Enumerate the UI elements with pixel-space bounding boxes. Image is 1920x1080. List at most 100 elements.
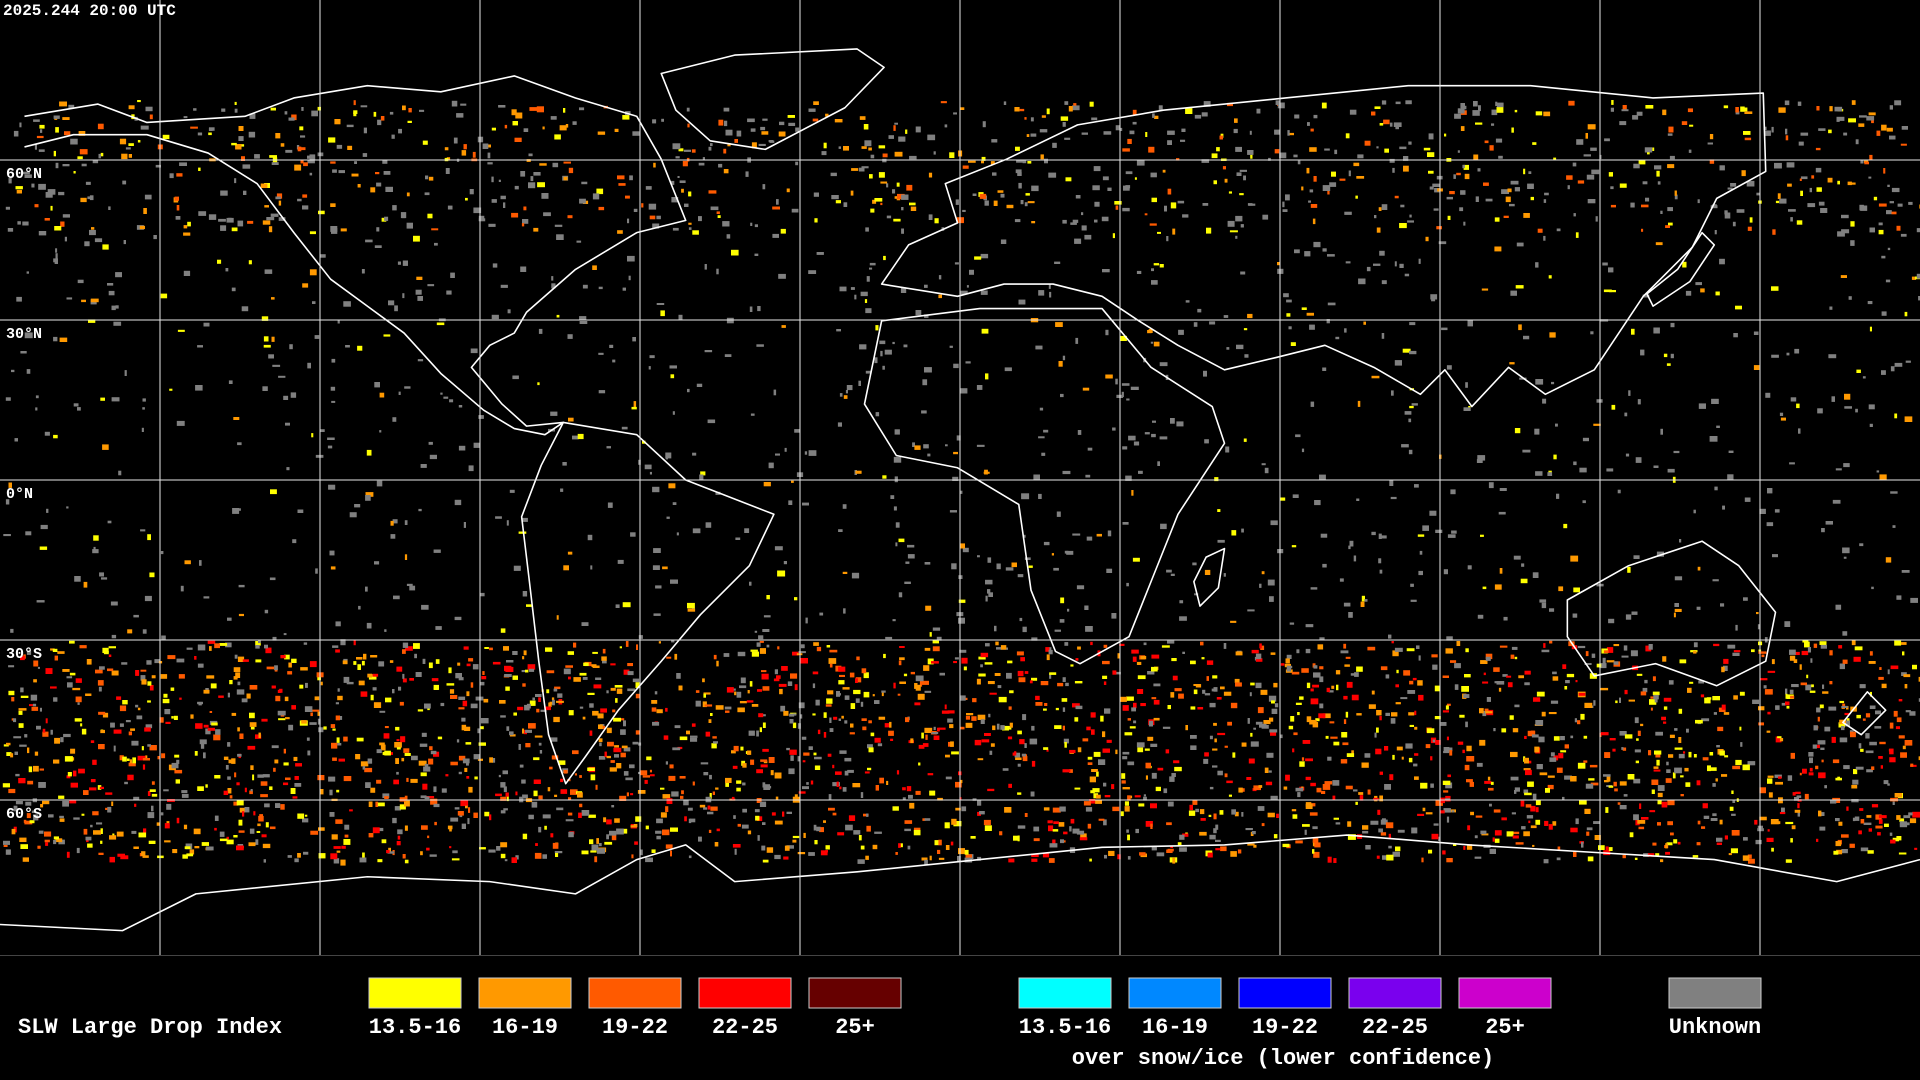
cloud-pixel xyxy=(904,820,913,824)
cloud-pixel xyxy=(762,686,770,691)
cloud-pixel xyxy=(1843,463,1850,468)
cloud-pixel xyxy=(1657,799,1662,805)
cloud-pixel xyxy=(1657,181,1661,185)
cloud-pixel xyxy=(802,502,809,506)
cloud-pixel xyxy=(596,188,604,195)
cloud-pixel xyxy=(55,162,59,169)
cloud-pixel xyxy=(1665,851,1670,855)
cloud-pixel xyxy=(66,775,71,779)
cloud-pixel xyxy=(1015,146,1020,151)
cloud-pixel xyxy=(1668,754,1674,758)
cloud-pixel xyxy=(1185,108,1193,114)
cloud-pixel xyxy=(1522,449,1531,453)
cloud-pixel xyxy=(1887,184,1890,187)
cloud-pixel xyxy=(1789,649,1796,655)
cloud-pixel xyxy=(1816,838,1819,842)
cloud-pixel xyxy=(545,647,553,652)
cloud-pixel xyxy=(1868,112,1876,116)
cloud-pixel xyxy=(181,793,189,798)
cloud-pixel xyxy=(13,736,22,739)
cloud-pixel xyxy=(630,825,637,828)
cloud-pixel xyxy=(1157,767,1164,771)
cloud-pixel xyxy=(97,785,102,790)
cloud-pixel xyxy=(28,766,33,773)
cloud-pixel xyxy=(112,833,115,837)
cloud-pixel xyxy=(197,644,206,651)
cloud-pixel xyxy=(1096,771,1099,777)
cloud-pixel xyxy=(141,679,147,685)
cloud-pixel xyxy=(285,149,293,153)
cloud-pixel xyxy=(1572,613,1578,618)
cloud-pixel xyxy=(1855,139,1859,145)
cloud-pixel xyxy=(1074,787,1081,790)
cloud-pixel xyxy=(64,236,67,242)
cloud-pixel xyxy=(1446,365,1452,370)
cloud-pixel xyxy=(1277,262,1281,266)
cloud-pixel xyxy=(835,200,841,204)
cloud-pixel xyxy=(1295,840,1303,844)
cloud-pixel xyxy=(1201,112,1208,117)
cloud-pixel xyxy=(1052,829,1059,832)
cloud-pixel xyxy=(1179,616,1187,621)
cloud-pixel xyxy=(1900,143,1907,146)
cloud-pixel xyxy=(814,765,821,770)
cloud-pixel xyxy=(579,775,582,778)
cloud-pixel xyxy=(206,675,215,679)
cloud-pixel xyxy=(754,630,758,633)
cloud-pixel xyxy=(649,769,652,773)
cloud-pixel xyxy=(1484,140,1489,144)
cloud-pixel xyxy=(83,828,88,835)
cloud-pixel xyxy=(915,684,921,691)
cloud-pixel xyxy=(987,681,995,685)
cloud-pixel xyxy=(1288,132,1294,136)
cloud-pixel xyxy=(655,830,662,834)
cloud-pixel xyxy=(331,742,338,749)
cloud-pixel xyxy=(1716,842,1722,845)
cloud-pixel xyxy=(1243,438,1247,442)
cloud-pixel xyxy=(1488,787,1494,791)
cloud-pixel xyxy=(692,781,695,786)
cloud-pixel xyxy=(627,688,636,692)
cloud-pixel xyxy=(1766,730,1771,733)
cloud-pixel xyxy=(460,103,467,106)
cloud-pixel xyxy=(275,695,281,702)
cloud-pixel xyxy=(849,732,855,735)
cloud-pixel xyxy=(607,741,614,747)
cloud-pixel xyxy=(1147,671,1155,675)
cloud-pixel xyxy=(509,489,515,493)
cloud-pixel xyxy=(533,779,541,784)
cloud-pixel xyxy=(496,846,501,851)
cloud-pixel xyxy=(533,790,538,797)
cloud-pixel xyxy=(1758,651,1767,654)
cloud-pixel xyxy=(1204,752,1209,757)
cloud-pixel xyxy=(1082,738,1089,742)
cloud-pixel xyxy=(421,825,428,830)
cloud-pixel xyxy=(498,105,506,108)
cloud-pixel xyxy=(558,760,566,765)
cloud-pixel xyxy=(1067,608,1070,612)
cloud-pixel xyxy=(751,651,759,657)
cloud-pixel xyxy=(166,803,172,810)
cloud-pixel xyxy=(1178,329,1184,335)
cloud-pixel xyxy=(1778,776,1782,779)
cloud-pixel xyxy=(1594,835,1601,840)
cloud-pixel xyxy=(1744,111,1753,114)
cloud-pixel xyxy=(625,777,633,781)
cloud-pixel xyxy=(1297,712,1300,716)
cloud-pixel xyxy=(977,555,980,558)
cloud-pixel xyxy=(1720,603,1725,607)
cloud-pixel xyxy=(279,688,283,693)
cloud-pixel xyxy=(356,737,364,742)
cloud-pixel xyxy=(839,786,842,790)
cloud-pixel xyxy=(1450,489,1456,495)
cloud-pixel xyxy=(1683,751,1686,754)
cloud-pixel xyxy=(992,725,996,731)
cloud-pixel xyxy=(1355,195,1358,199)
cloud-pixel xyxy=(1771,126,1774,133)
cloud-pixel xyxy=(440,702,445,707)
cloud-pixel xyxy=(1775,200,1780,204)
cloud-pixel xyxy=(702,701,707,708)
cloud-pixel xyxy=(579,706,584,709)
cloud-pixel xyxy=(1000,239,1007,244)
cloud-pixel xyxy=(699,474,704,481)
